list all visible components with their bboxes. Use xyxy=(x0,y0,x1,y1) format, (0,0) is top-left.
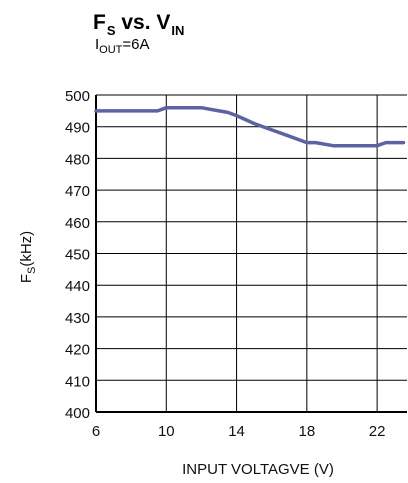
x-tick-label-14: 14 xyxy=(228,423,245,440)
y-tick-label-460: 460 xyxy=(65,215,90,232)
y-axis-label-unit: (kHz) xyxy=(18,231,35,267)
y-tick-label-500: 500 xyxy=(65,88,90,105)
y-axis-label-subscript: S xyxy=(26,267,38,274)
subtitle-value: =6A xyxy=(122,36,150,53)
series-line-0 xyxy=(94,105,406,148)
title-v-subscript: IN xyxy=(171,23,185,38)
subtitle-i: I xyxy=(95,36,100,53)
y-tick-label-440: 440 xyxy=(65,278,90,295)
grid xyxy=(95,94,407,413)
tick-labels: 400 410 420 430 440 450 460 470 480 490 500 6 10 14 18… xyxy=(65,88,386,440)
y-axis-label: FS(kHz) xyxy=(18,231,38,283)
series-layer xyxy=(94,105,406,148)
y-tick-label-490: 490 xyxy=(65,120,90,137)
y-tick-label-450: 450 xyxy=(65,247,90,264)
y-tick-label-430: 430 xyxy=(65,310,90,327)
chart-subtitle: IOUT=6A xyxy=(95,34,150,57)
y-axis-label-f: F xyxy=(18,274,35,283)
y-tick-label-420: 420 xyxy=(65,342,90,359)
y-tick-label-480: 480 xyxy=(65,151,90,168)
x-tick-label-10: 10 xyxy=(158,423,175,440)
title-f-subscript: S xyxy=(106,23,116,38)
y-tick-label-400: 400 xyxy=(65,405,90,422)
x-axis-label: INPUT VOLTAGVE (V) xyxy=(182,461,334,478)
title-f: F xyxy=(93,11,106,34)
title-vs-v: vs. V xyxy=(115,11,171,34)
y-tick-label-470: 470 xyxy=(65,183,90,200)
x-tick-label-18: 18 xyxy=(299,423,316,440)
x-tick-label-22: 22 xyxy=(369,423,386,440)
x-tick-label-6: 6 xyxy=(92,423,100,440)
chart-title: FS vs. VIN xyxy=(93,6,184,42)
subtitle-i-subscript: OUT xyxy=(99,44,123,56)
y-tick-label-410: 410 xyxy=(65,373,90,390)
